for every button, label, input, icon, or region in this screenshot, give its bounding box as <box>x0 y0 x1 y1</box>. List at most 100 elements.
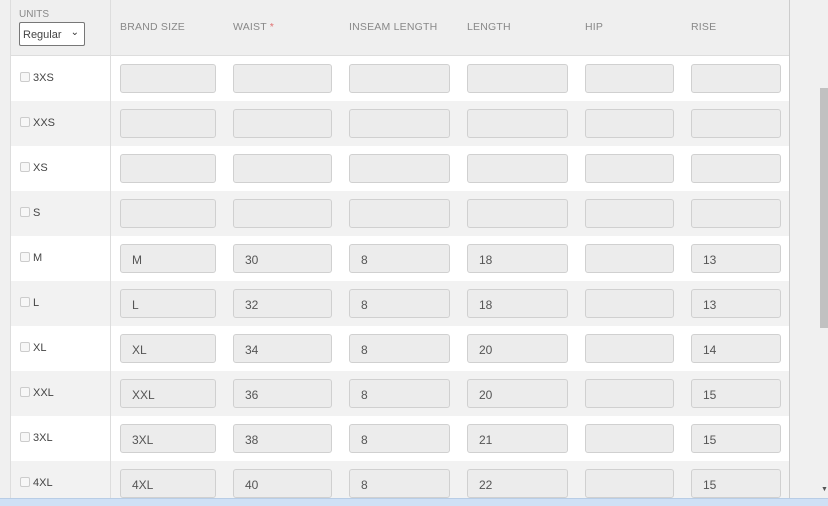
length-input[interactable]: 21 <box>467 424 568 453</box>
table-row: XXL XXL 36 8 20 15 <box>11 371 789 416</box>
inseam-length-input[interactable]: 8 <box>349 289 450 318</box>
scrollbar-thumb[interactable] <box>820 88 828 328</box>
col-inseam: INSEAM LENGTH <box>349 21 438 33</box>
size-label: XS <box>33 162 48 174</box>
rise-input[interactable]: 15 <box>691 469 781 498</box>
inseam-length-input[interactable] <box>349 64 450 93</box>
waist-input[interactable]: 38 <box>233 424 332 453</box>
brand-size-input[interactable] <box>120 199 216 228</box>
rise-input[interactable] <box>691 154 781 183</box>
inseam-length-input[interactable] <box>349 109 450 138</box>
rise-input[interactable]: 15 <box>691 379 781 408</box>
hip-input[interactable] <box>585 334 674 363</box>
brand-size-input[interactable] <box>120 154 216 183</box>
waist-input[interactable] <box>233 109 332 138</box>
hip-input[interactable] <box>585 154 674 183</box>
hip-input[interactable] <box>585 199 674 228</box>
table-row: M M 30 8 18 13 <box>11 236 789 281</box>
hip-input[interactable] <box>585 109 674 138</box>
size-cell: XS <box>11 146 111 191</box>
length-input[interactable]: 20 <box>467 334 568 363</box>
brand-size-input[interactable]: 3XL <box>120 424 216 453</box>
required-marker: * <box>269 21 275 33</box>
size-checkbox[interactable] <box>20 387 30 397</box>
col-hip: HIP <box>585 21 604 33</box>
waist-input[interactable]: 34 <box>233 334 332 363</box>
inseam-length-input[interactable]: 8 <box>349 244 450 273</box>
size-checkbox[interactable] <box>20 207 30 217</box>
table-row: XL XL 34 8 20 14 <box>11 326 789 371</box>
hip-input[interactable] <box>585 379 674 408</box>
size-label: L <box>33 297 40 309</box>
hip-input[interactable] <box>585 64 674 93</box>
hip-input[interactable] <box>585 469 674 498</box>
rise-input[interactable]: 13 <box>691 289 781 318</box>
table-row: 3XS <box>11 56 789 101</box>
brand-size-input[interactable]: L <box>120 289 216 318</box>
waist-input[interactable]: 32 <box>233 289 332 318</box>
hip-input[interactable] <box>585 424 674 453</box>
rise-input[interactable]: 15 <box>691 424 781 453</box>
waist-input[interactable] <box>233 199 332 228</box>
hip-input[interactable] <box>585 289 674 318</box>
size-label: S <box>33 207 41 219</box>
scroll-down-arrow-icon[interactable]: ▼ <box>821 486 828 493</box>
waist-input[interactable]: 30 <box>233 244 332 273</box>
length-input[interactable]: 20 <box>467 379 568 408</box>
length-input[interactable]: 18 <box>467 289 568 318</box>
rise-input[interactable]: 13 <box>691 244 781 273</box>
size-cell: L <box>11 281 111 326</box>
size-label: XXS <box>33 117 56 129</box>
size-checkbox[interactable] <box>20 72 30 82</box>
size-chart-table: UNITS Regular ⌄ BRAND SIZE WAIST * INSEAM… <box>10 0 790 498</box>
units-select[interactable]: Regular ⌄ <box>19 22 85 46</box>
size-checkbox[interactable] <box>20 297 30 307</box>
length-input[interactable] <box>467 64 568 93</box>
size-cell: XXS <box>11 101 111 146</box>
units-label: UNITS <box>19 9 49 20</box>
rise-input[interactable] <box>691 64 781 93</box>
rise-input[interactable]: 14 <box>691 334 781 363</box>
rise-input[interactable] <box>691 109 781 138</box>
size-checkbox[interactable] <box>20 342 30 352</box>
inseam-length-input[interactable]: 8 <box>349 424 450 453</box>
col-waist: WAIST * <box>233 21 274 33</box>
length-input[interactable]: 18 <box>467 244 568 273</box>
length-input[interactable]: 22 <box>467 469 568 498</box>
brand-size-input[interactable]: M <box>120 244 216 273</box>
length-input[interactable] <box>467 154 568 183</box>
brand-size-input[interactable] <box>120 64 216 93</box>
length-input[interactable] <box>467 109 568 138</box>
rise-input[interactable] <box>691 199 781 228</box>
inseam-length-input[interactable]: 8 <box>349 379 450 408</box>
size-checkbox[interactable] <box>20 477 30 487</box>
length-input[interactable] <box>467 199 568 228</box>
size-checkbox[interactable] <box>20 252 30 262</box>
table-row: 3XL 3XL 38 8 21 15 <box>11 416 789 461</box>
inseam-length-input[interactable] <box>349 154 450 183</box>
size-cell: M <box>11 236 111 281</box>
waist-input[interactable] <box>233 64 332 93</box>
inseam-length-input[interactable]: 8 <box>349 334 450 363</box>
inseam-length-input[interactable] <box>349 199 450 228</box>
size-label: 3XS <box>33 72 54 84</box>
size-checkbox[interactable] <box>20 162 30 172</box>
hip-input[interactable] <box>585 244 674 273</box>
waist-input[interactable] <box>233 154 332 183</box>
waist-input[interactable]: 40 <box>233 469 332 498</box>
size-label: XXL <box>33 387 54 399</box>
inseam-length-input[interactable]: 8 <box>349 469 450 498</box>
brand-size-input[interactable]: XXL <box>120 379 216 408</box>
size-cell: XL <box>11 326 111 371</box>
brand-size-input[interactable]: 4XL <box>120 469 216 498</box>
table-row: S <box>11 191 789 236</box>
size-cell: 4XL <box>11 461 111 498</box>
size-checkbox[interactable] <box>20 117 30 127</box>
waist-input[interactable]: 36 <box>233 379 332 408</box>
size-checkbox[interactable] <box>20 432 30 442</box>
bottom-bar <box>0 498 828 506</box>
table-row: XS <box>11 146 789 191</box>
col-rise: RISE <box>691 21 717 33</box>
brand-size-input[interactable]: XL <box>120 334 216 363</box>
brand-size-input[interactable] <box>120 109 216 138</box>
